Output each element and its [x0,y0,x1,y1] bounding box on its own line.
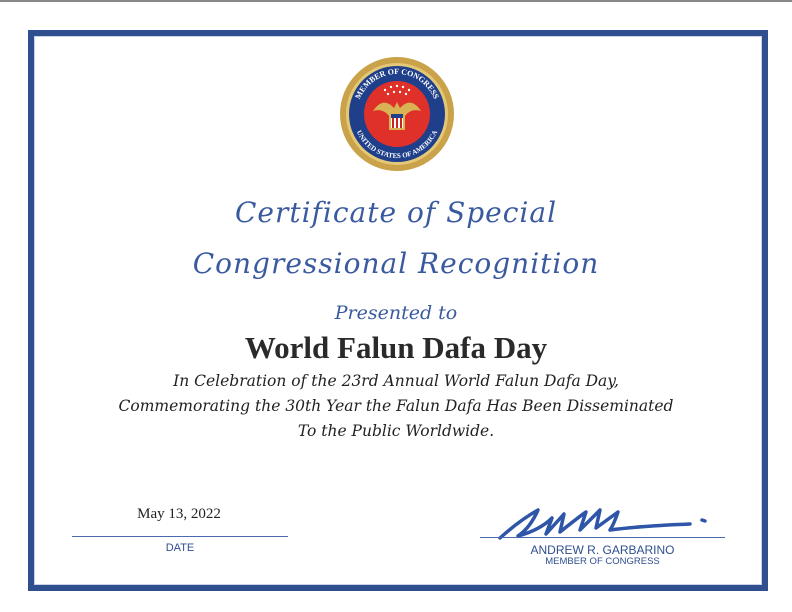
signature-icon [498,508,707,540]
presented-to: Presented to [334,302,458,324]
recipient-name: World Falun Dafa Day [244,330,548,365]
body-line-2: Commemorating the 30th Year the Falun Da… [118,397,674,415]
date-value: May 13, 2022 [137,506,221,522]
certificate-title-line1: Certificate of Special [234,196,558,229]
body-line-1: In Celebration of the 23rd Annual World … [173,372,619,390]
scan-edge [0,0,792,2]
congress-seal-icon: MEMBER OF CONGRESS UNITED STATES OF AMER… [340,57,454,171]
certificate-border [28,30,768,591]
signature-line [480,537,725,538]
date-label: DATE [165,542,195,554]
signer-title: MEMBER OF CONGRESS [545,556,660,567]
signer-name: ANDREW R. GARBARINO [530,543,675,557]
certificate-title-line2: Congressional Recognition [192,247,600,280]
body-line-3: To the Public Worldwide. [297,422,495,440]
date-line [72,536,288,537]
